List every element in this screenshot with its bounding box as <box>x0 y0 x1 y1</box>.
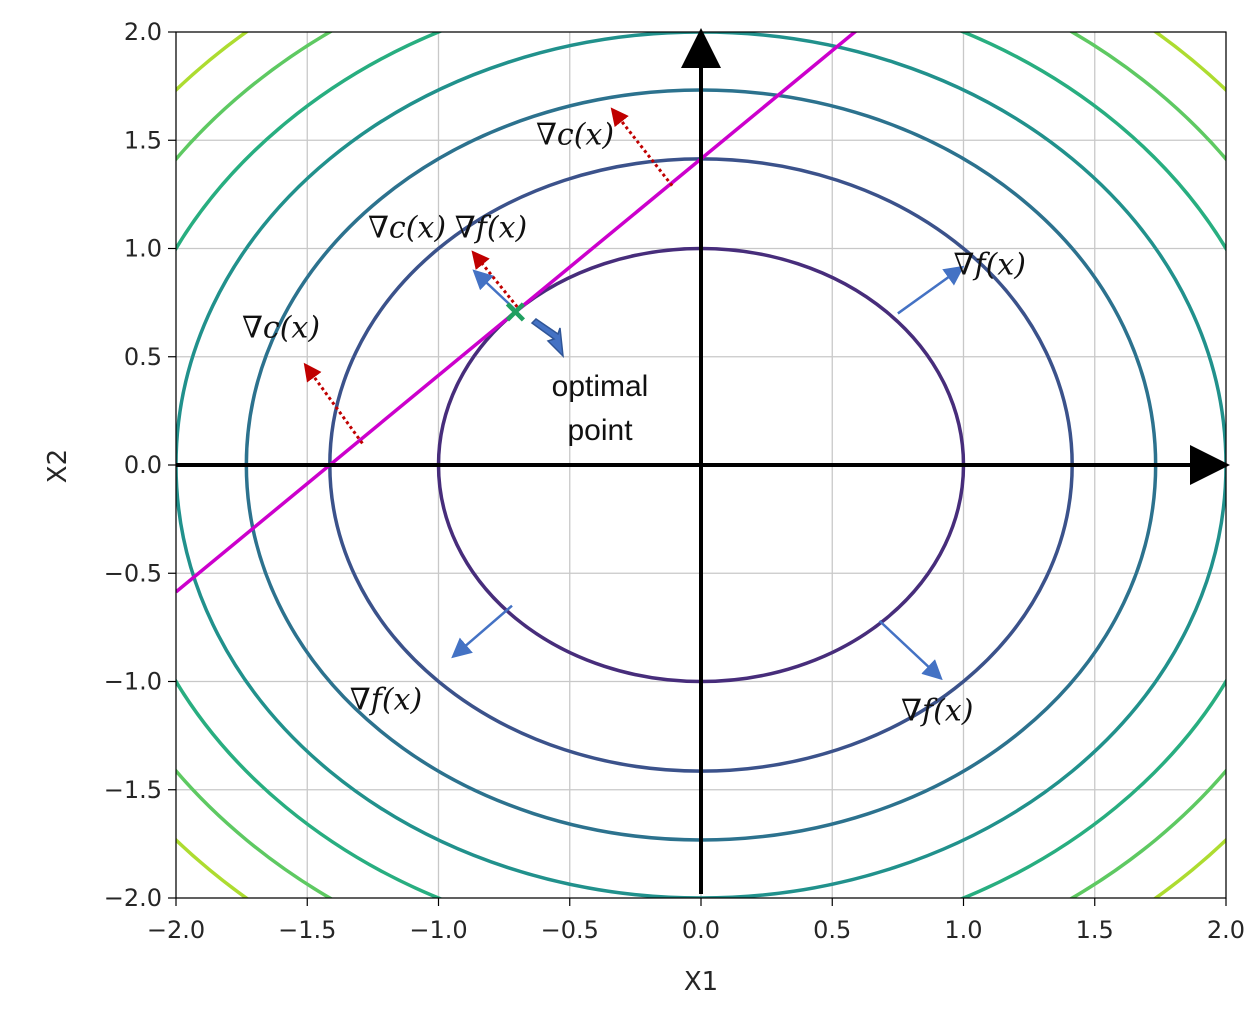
x-tick-label: −0.5 <box>541 916 599 944</box>
y-tick-label: −2.0 <box>104 884 162 912</box>
main-axes-arrows <box>176 28 1230 894</box>
optimal-point-arrow <box>530 318 564 359</box>
y-tick-label: −1.5 <box>104 776 162 804</box>
annotation-line1: optimal <box>552 370 649 403</box>
gradient-c-label: ∇c(x) <box>242 310 320 345</box>
x-tick-label: 2.0 <box>1207 916 1245 944</box>
x-tick-label: −1.5 <box>278 916 336 944</box>
gradient-c-arrow <box>303 362 364 445</box>
optimal-point-group <box>505 302 564 359</box>
annotation-line2: point <box>567 414 633 447</box>
gradient-c-label: ∇c(x) <box>536 118 614 153</box>
gradient-arrows <box>303 107 965 681</box>
gradient-f-label: ∇f(x) <box>901 693 973 728</box>
y-tick-label: 0.5 <box>124 343 162 371</box>
optimal-point-marker <box>505 302 526 322</box>
gradient-c-arrow <box>471 250 519 308</box>
y-tick-label: 1.0 <box>124 235 162 263</box>
gradient-f-arrow <box>897 265 965 315</box>
y-tick-label: 0.0 <box>124 451 162 479</box>
x-axis-label: X1 <box>684 967 718 997</box>
x-tick-label: 0.0 <box>682 916 720 944</box>
gradient-f-arrow <box>451 604 513 659</box>
y-tick-label: 2.0 <box>124 18 162 46</box>
gradient-f-label: ∇f(x) <box>954 247 1026 282</box>
x-tick-label: 1.0 <box>944 916 982 944</box>
y-tick-label: −0.5 <box>104 559 162 587</box>
x-tick-label: −2.0 <box>147 916 205 944</box>
gradient-f-arrow <box>878 619 943 681</box>
gradient-labels: ∇f(x) ∇f(x) ∇f(x) ∇f(x) ∇c(x) ∇c(x) ∇c(x) <box>242 118 1026 729</box>
x-tick-label: −1.0 <box>409 916 467 944</box>
gradient-f-label: ∇f(x) <box>350 683 422 718</box>
x-tick-label: 0.5 <box>813 916 851 944</box>
y-axis-label: X2 <box>43 449 73 483</box>
tick-marks: −2.0 −1.5 −1.0 −0.5 0.0 0.5 1.0 1.5 2.0 2.0 1.5 1.0… <box>104 18 1245 944</box>
gradient-c-label: ∇c(x) <box>368 211 446 246</box>
y-tick-label: 1.5 <box>124 126 162 154</box>
x-tick-label: 1.5 <box>1076 916 1114 944</box>
gradient-f-label: ∇f(x) <box>455 211 527 246</box>
y-tick-label: −1.0 <box>104 668 162 696</box>
